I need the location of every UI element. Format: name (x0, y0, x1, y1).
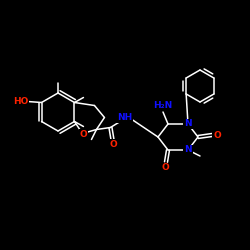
Text: O: O (161, 164, 169, 172)
Text: O: O (213, 130, 221, 140)
Text: O: O (80, 130, 87, 139)
Text: H₂N: H₂N (154, 100, 172, 110)
Text: O: O (110, 140, 117, 149)
Text: N: N (184, 146, 192, 154)
Text: HO: HO (13, 97, 28, 106)
Text: NH: NH (117, 113, 132, 122)
Text: N: N (184, 120, 192, 128)
